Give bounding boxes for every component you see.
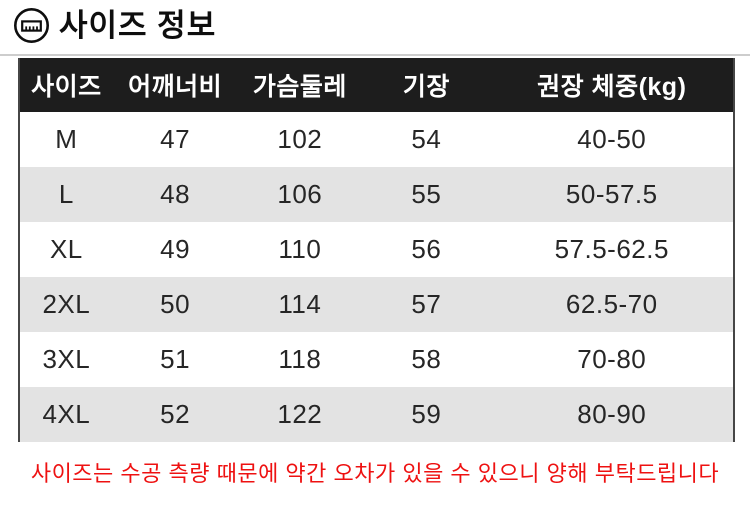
cell-chest-circumference: 106 [237,167,363,222]
cell-shoulder-width: 48 [112,167,238,222]
cell-weight-range: 50-57.5 [490,167,733,222]
cell-chest-circumference: 102 [237,112,363,167]
cell-length: 56 [362,222,491,277]
cell-size: XL [20,222,113,277]
size-table-container: 사이즈 어깨너비 가슴둘레 기장 권장 체중(kg) M 47 102 54 40-50… [18,58,735,442]
cell-weight-range: 62.5-70 [490,277,733,332]
header-length: 기장 [362,58,491,112]
table-row: L 48 106 55 50-57.5 [20,167,733,222]
cell-chest-circumference: 114 [237,277,363,332]
cell-shoulder-width: 50 [112,277,238,332]
cell-length: 54 [362,112,491,167]
header-shoulder-width: 어깨너비 [112,58,238,112]
cell-weight-range: 57.5-62.5 [490,222,733,277]
ruler-circle-icon [13,7,50,44]
table-row: M 47 102 54 40-50 [20,112,733,167]
cell-length: 55 [362,167,491,222]
page-title: 사이즈 정보 [59,8,217,43]
header-chest-circumference: 가슴둘레 [237,58,363,112]
cell-weight-range: 80-90 [490,387,733,442]
header-size: 사이즈 [20,58,113,112]
cell-size: M [20,112,113,167]
cell-length: 59 [362,387,491,442]
size-table: 사이즈 어깨너비 가슴둘레 기장 권장 체중(kg) M 47 102 54 40-50… [20,58,733,442]
cell-chest-circumference: 122 [237,387,363,442]
size-table-header-row: 사이즈 어깨너비 가슴둘레 기장 권장 체중(kg) [20,58,733,112]
page-title-bar: 사이즈 정보 [13,7,216,44]
cell-weight-range: 70-80 [490,332,733,387]
cell-shoulder-width: 49 [112,222,238,277]
cell-weight-range: 40-50 [490,112,733,167]
table-top-divider [0,54,750,56]
size-table-body: M 47 102 54 40-50 L 48 106 55 50-57.5 XL 49 110 56 57.… [20,112,733,442]
header-weight-range: 권장 체중(kg) [490,58,733,112]
cell-shoulder-width: 47 [112,112,238,167]
cell-size: 2XL [20,277,113,332]
cell-chest-circumference: 118 [237,332,363,387]
cell-length: 58 [362,332,491,387]
cell-shoulder-width: 51 [112,332,238,387]
table-row: 2XL 50 114 57 62.5-70 [20,277,733,332]
cell-length: 57 [362,277,491,332]
cell-shoulder-width: 52 [112,387,238,442]
table-row: 4XL 52 122 59 80-90 [20,387,733,442]
measurement-disclaimer-note: 사이즈는 수공 측량 때문에 약간 오차가 있을 수 있으니 양해 부탁드립니다 [30,461,720,486]
table-row: 3XL 51 118 58 70-80 [20,332,733,387]
cell-size: 4XL [20,387,113,442]
cell-chest-circumference: 110 [237,222,363,277]
table-row: XL 49 110 56 57.5-62.5 [20,222,733,277]
cell-size: 3XL [20,332,113,387]
cell-size: L [20,167,113,222]
